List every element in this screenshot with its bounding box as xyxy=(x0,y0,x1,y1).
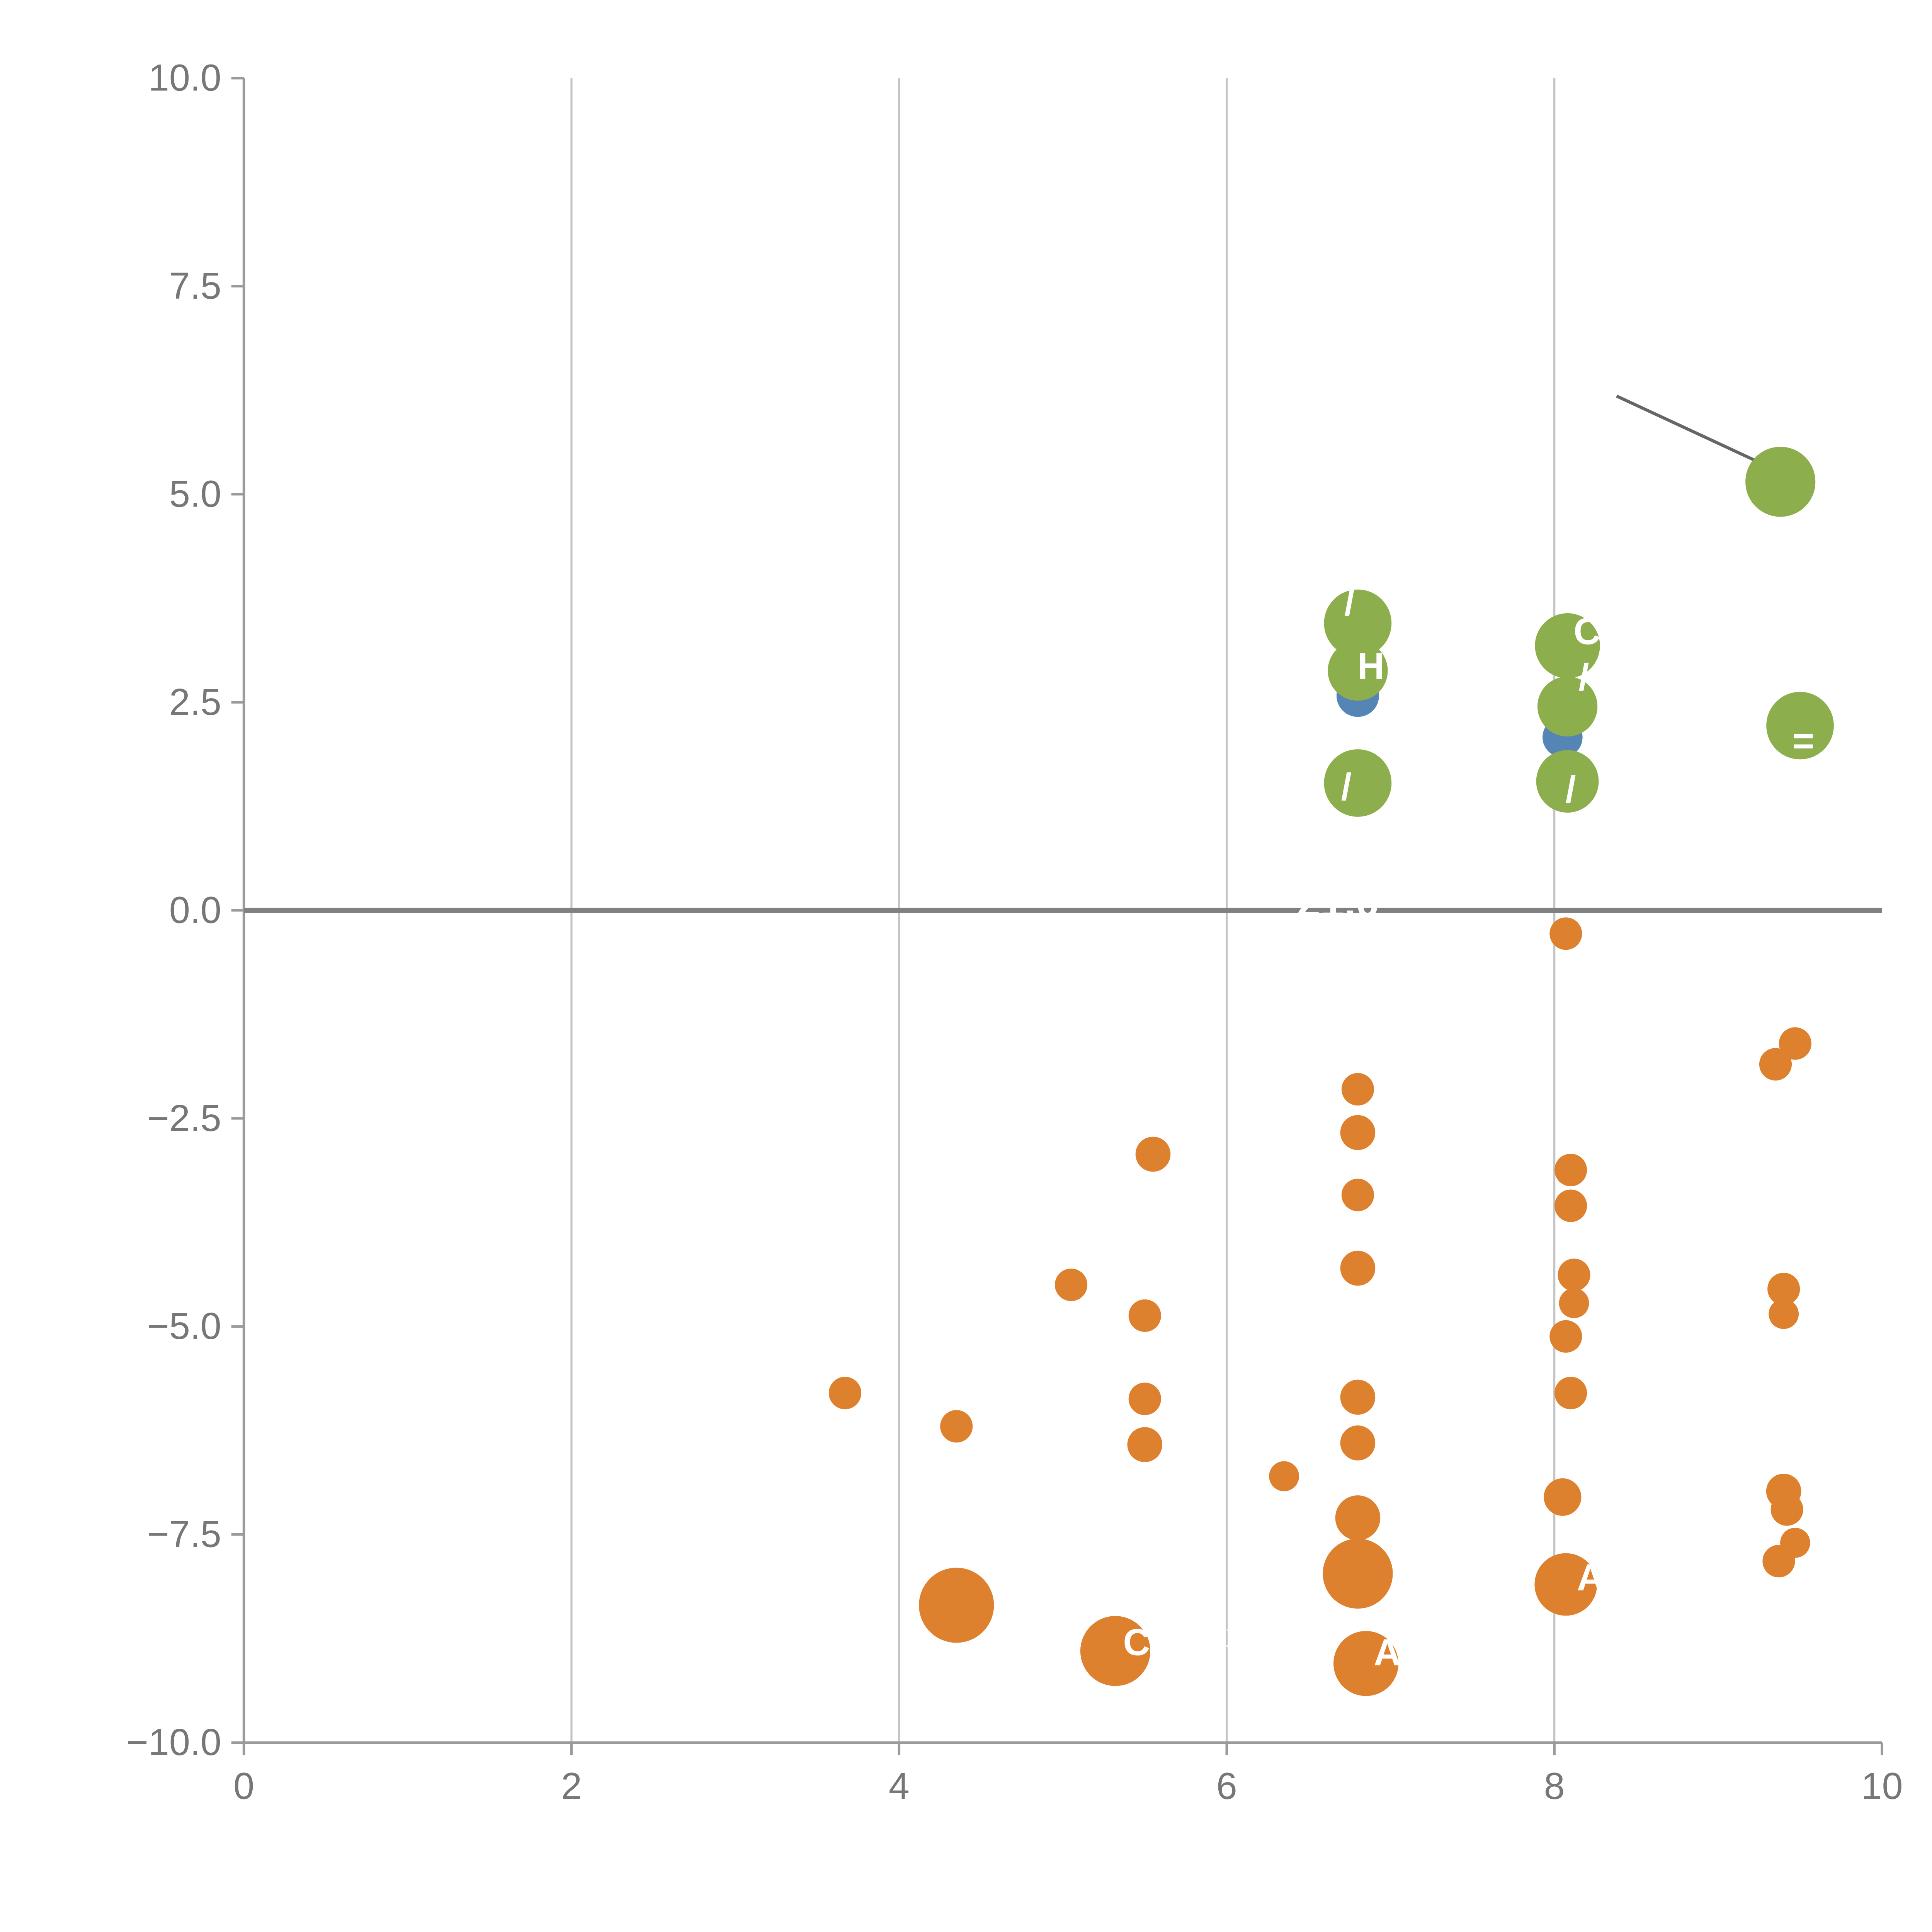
orange-data-point xyxy=(1779,1027,1811,1060)
y-tick-label: −2.5 xyxy=(147,1097,221,1139)
bubble-label-fragment: A xyxy=(1374,1631,1401,1673)
bubble-label-fragment: C xyxy=(1573,610,1600,652)
orange-data-point xyxy=(1323,1538,1393,1609)
y-tick-label: 10.0 xyxy=(148,57,221,99)
annotation-line xyxy=(1616,395,1771,469)
green-data-point xyxy=(1745,447,1816,517)
orange-data-point xyxy=(1127,1427,1163,1462)
orange-data-point xyxy=(1762,1545,1795,1578)
orange-data-point xyxy=(1559,1288,1589,1318)
orange-data-point xyxy=(1340,1115,1376,1150)
orange-data-point xyxy=(1340,1379,1376,1415)
bubble-label-fragment: = xyxy=(1793,720,1815,762)
green-data-point xyxy=(1537,676,1598,736)
y-tick-label: −7.5 xyxy=(147,1513,221,1555)
orange-data-point xyxy=(1341,1179,1374,1211)
green-data-point xyxy=(1536,750,1599,813)
green-data-point xyxy=(1324,749,1392,817)
orange-data-point xyxy=(1128,1383,1161,1415)
orange-data-point xyxy=(1554,1377,1587,1410)
green-data-point xyxy=(1328,641,1388,701)
bubble-label-fragment: / xyxy=(1566,768,1576,810)
x-tick-label: 6 xyxy=(1216,1765,1237,1807)
orange-data-point xyxy=(1340,1250,1376,1286)
orange-data-point xyxy=(1554,1153,1587,1187)
green-data-point xyxy=(1766,692,1834,760)
orange-data-point xyxy=(1767,1272,1800,1306)
orange-data-point xyxy=(1135,1136,1171,1172)
x-tick-label: 8 xyxy=(1544,1765,1565,1807)
bubble-label-fragment: C xyxy=(1123,1621,1150,1663)
orange-data-point xyxy=(1341,1073,1374,1106)
y-tick-label: 0.0 xyxy=(169,889,221,931)
orange-data-point xyxy=(1549,917,1582,950)
orange-data-point xyxy=(1333,1631,1399,1696)
orange-data-point xyxy=(1534,1553,1597,1616)
orange-data-point xyxy=(1335,1495,1381,1541)
orange-data-point xyxy=(1054,1269,1088,1301)
orange-data-point xyxy=(1554,1189,1587,1222)
orange-data-point xyxy=(828,1377,862,1410)
bubble-label-fragment: / xyxy=(1578,656,1589,698)
orange-data-point xyxy=(1558,1259,1590,1291)
y-tick-label: 5.0 xyxy=(169,473,221,515)
bubble-label-fragment: A xyxy=(1577,1556,1604,1599)
orange-data-point xyxy=(1080,1616,1151,1686)
x-tick-label: 10 xyxy=(1861,1765,1903,1807)
x-tick-label: 4 xyxy=(889,1765,910,1807)
green-data-point xyxy=(1535,613,1600,679)
orange-data-point xyxy=(1770,1493,1803,1526)
orange-data-point xyxy=(1769,1299,1799,1329)
orange-data-point xyxy=(919,1568,994,1643)
bubble-label-fragment: H xyxy=(1357,645,1384,687)
orange-data-point xyxy=(1549,1320,1582,1353)
x-tick-label: 0 xyxy=(233,1765,254,1807)
bubble-label-fragment: 21.0 xyxy=(1297,879,1379,926)
orange-data-point xyxy=(1128,1299,1161,1332)
orange-data-point xyxy=(940,1410,973,1443)
bubble-label-fragment: A xyxy=(1380,1505,1407,1547)
y-tick-label: −10.0 xyxy=(126,1721,221,1763)
orange-data-point xyxy=(1544,1478,1582,1516)
orange-data-point xyxy=(1759,1048,1792,1081)
y-tick-label: −5.0 xyxy=(147,1305,221,1347)
y-tick-label: 7.5 xyxy=(169,265,221,307)
y-tick-label: 2.5 xyxy=(169,681,221,723)
x-tick-label: 2 xyxy=(561,1765,582,1807)
green-data-point xyxy=(1324,589,1392,657)
orange-data-point xyxy=(1340,1425,1376,1461)
bubble-label-fragment: x xyxy=(1226,1617,1244,1654)
bubble-label-fragment: / xyxy=(1341,766,1352,808)
bubble-label-fragment: / xyxy=(1344,581,1355,623)
orange-data-point xyxy=(1269,1461,1299,1492)
